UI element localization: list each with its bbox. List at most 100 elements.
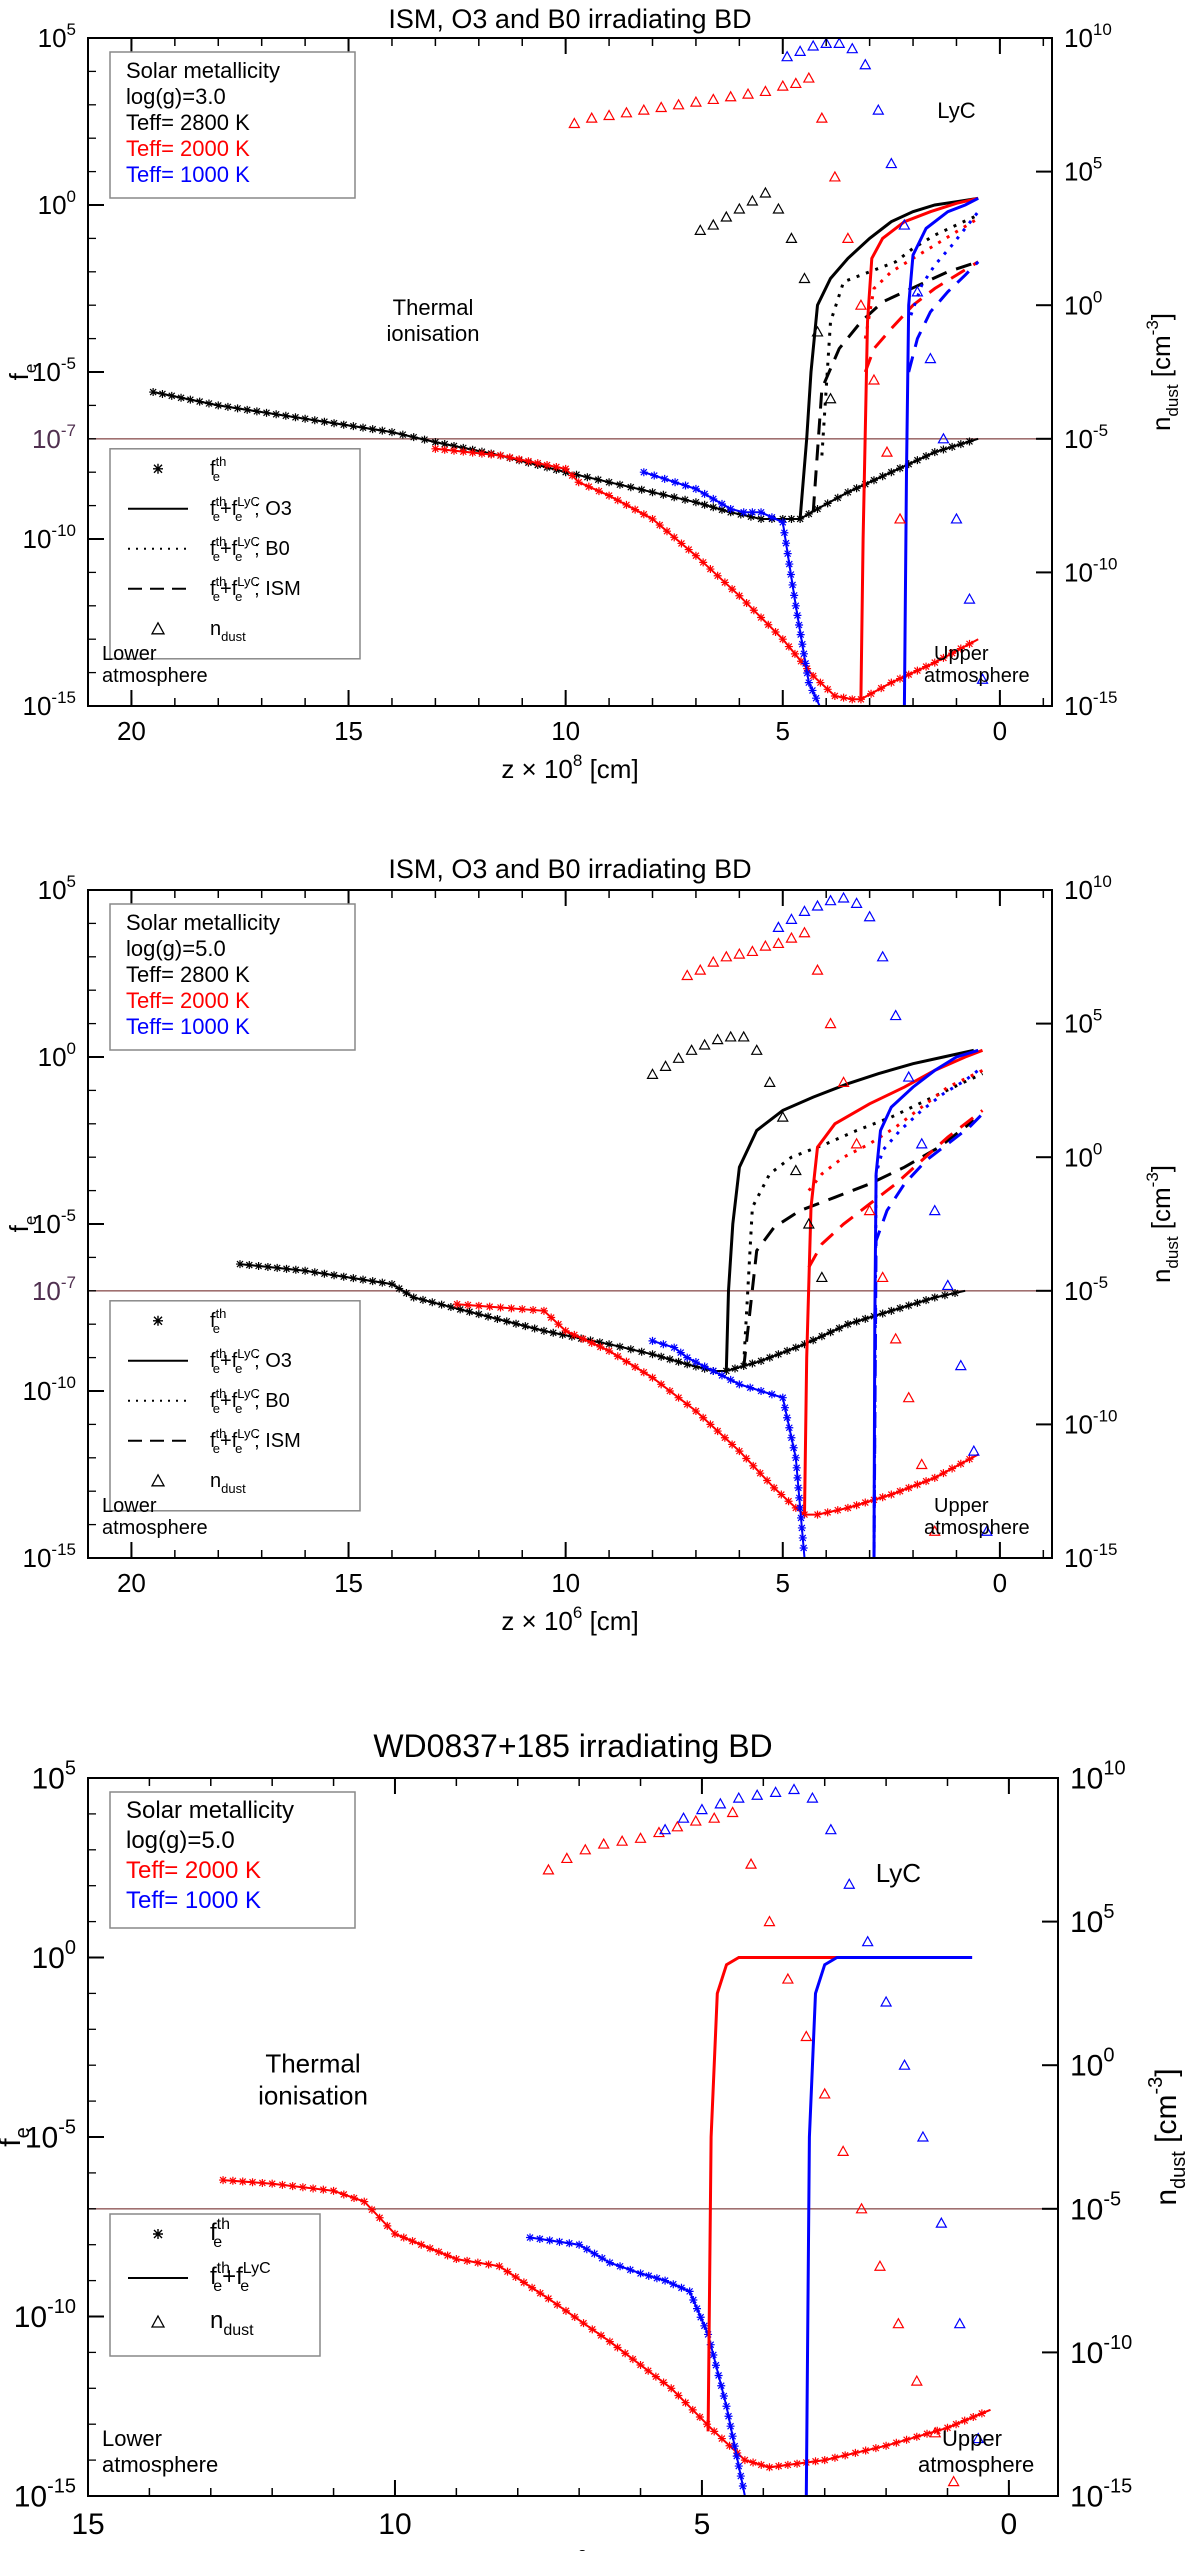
dust-marker-1 <box>742 87 755 99</box>
x-axis-label-unit: [cm] <box>582 754 638 784</box>
star-marker <box>329 2186 338 2195</box>
legend-star-symbol <box>153 1315 163 1326</box>
star-marker <box>778 635 787 644</box>
dust-marker-0 <box>659 1060 672 1071</box>
dust-marker-1 <box>585 111 598 123</box>
dust-marker-0 <box>560 1852 573 1864</box>
y2-tick-label-exp: 0 <box>1103 2045 1114 2067</box>
star-marker <box>273 1263 282 1272</box>
star-marker <box>930 658 939 667</box>
star-marker <box>558 1330 567 1339</box>
star-marker <box>820 2456 829 2465</box>
star-marker <box>339 420 348 429</box>
dust-marker-1 <box>824 1017 837 1029</box>
star-marker <box>956 440 965 449</box>
y-tick-label: 10-5 <box>32 354 76 387</box>
star-marker <box>811 2457 820 2466</box>
star-marker <box>797 1523 806 1532</box>
y2-tick-label: 10-15 <box>1064 1540 1118 1573</box>
star-marker <box>674 1357 683 1366</box>
star-marker <box>648 514 657 523</box>
annotation-upper-atmosphere: Upper <box>934 1495 989 1517</box>
dust-marker-0 <box>726 1806 739 1818</box>
series-line-0 <box>223 2179 991 2469</box>
star-marker <box>787 1433 796 1442</box>
star-marker <box>395 1284 404 1293</box>
dust-marker-2 <box>937 432 950 444</box>
dust-marker-2 <box>872 103 885 115</box>
dust-marker-0 <box>733 202 746 214</box>
dust-marker-2 <box>824 894 837 906</box>
y-tick-label-exp: 5 <box>67 20 76 39</box>
series-line-6 <box>859 196 979 700</box>
y2-tick-label-base: 10 <box>1064 424 1093 454</box>
y2-tick-label: 10-5 <box>1070 2188 1121 2226</box>
legend-label: fth e+fLyC e; ISM <box>210 574 301 604</box>
star-marker <box>605 1346 614 1355</box>
y2-tick-label-base: 10 <box>1070 2050 1103 2083</box>
star-marker <box>852 1317 861 1326</box>
star-marker <box>515 455 524 464</box>
star-marker <box>800 1340 809 1349</box>
star-marker <box>728 1440 737 1449</box>
y-tick-label: 10-15 <box>14 2476 76 2514</box>
star-marker <box>791 601 800 610</box>
dust-marker-1 <box>672 98 685 110</box>
dust-marker-2 <box>850 897 863 908</box>
star-marker <box>496 451 505 460</box>
star-marker <box>749 2458 758 2467</box>
dust-marker-1 <box>850 1137 863 1149</box>
star-marker <box>793 2459 802 2468</box>
star-marker <box>956 644 965 653</box>
legend-triangle-symbol <box>150 2314 166 2328</box>
legend-label-tail: ; ISM <box>254 578 301 600</box>
dust-marker-1 <box>695 1803 708 1815</box>
star-marker <box>740 2456 749 2465</box>
star-marker <box>711 2361 720 2370</box>
dust-marker-2 <box>781 50 794 62</box>
star-marker <box>851 2448 860 2457</box>
star-marker <box>833 493 842 502</box>
star-marker <box>359 423 368 432</box>
dust-marker-2 <box>911 285 924 297</box>
series-line-3 <box>798 196 979 520</box>
star-marker <box>521 1322 530 1331</box>
star-marker <box>487 450 496 459</box>
y2-tick-label-base: 10 <box>1064 157 1093 187</box>
star-marker <box>378 426 387 435</box>
star-marker <box>887 1490 896 1499</box>
star-marker <box>431 444 440 453</box>
y-tick-label-exp: -10 <box>47 2296 76 2318</box>
star-marker <box>186 395 195 404</box>
star-marker <box>922 1477 931 1486</box>
star-marker <box>728 2432 737 2441</box>
star-marker <box>631 1362 640 1371</box>
star-marker <box>359 1275 368 1284</box>
star-marker <box>913 1298 922 1307</box>
star-marker <box>245 1261 254 1270</box>
legend-label-rest: +f <box>222 2263 243 2290</box>
star-marker <box>813 1510 822 1519</box>
star-marker <box>960 2416 969 2425</box>
star-marker <box>804 509 813 518</box>
star-marker <box>539 1326 548 1335</box>
annotation-lower-atmosphere: atmosphere <box>102 1517 208 1539</box>
star-marker <box>710 2427 719 2436</box>
star-marker <box>524 457 533 466</box>
star-marker <box>965 437 974 446</box>
star-marker <box>757 2460 766 2469</box>
star-marker <box>757 508 766 517</box>
star-marker <box>670 493 679 502</box>
star-marker <box>720 578 729 587</box>
dust-marker-2 <box>976 673 989 684</box>
star-marker <box>530 1324 539 1333</box>
star-marker <box>816 678 825 687</box>
star-marker <box>930 1293 939 1302</box>
y2-axis-label-sub: dust <box>1163 384 1182 416</box>
star-marker <box>214 401 223 410</box>
y-tick-label: 100 <box>38 187 76 220</box>
star-marker <box>582 2245 591 2254</box>
dust-marker-0 <box>745 1857 758 1869</box>
dust-marker-0 <box>672 1052 685 1063</box>
y-tick-label: 10-10 <box>14 2296 76 2334</box>
